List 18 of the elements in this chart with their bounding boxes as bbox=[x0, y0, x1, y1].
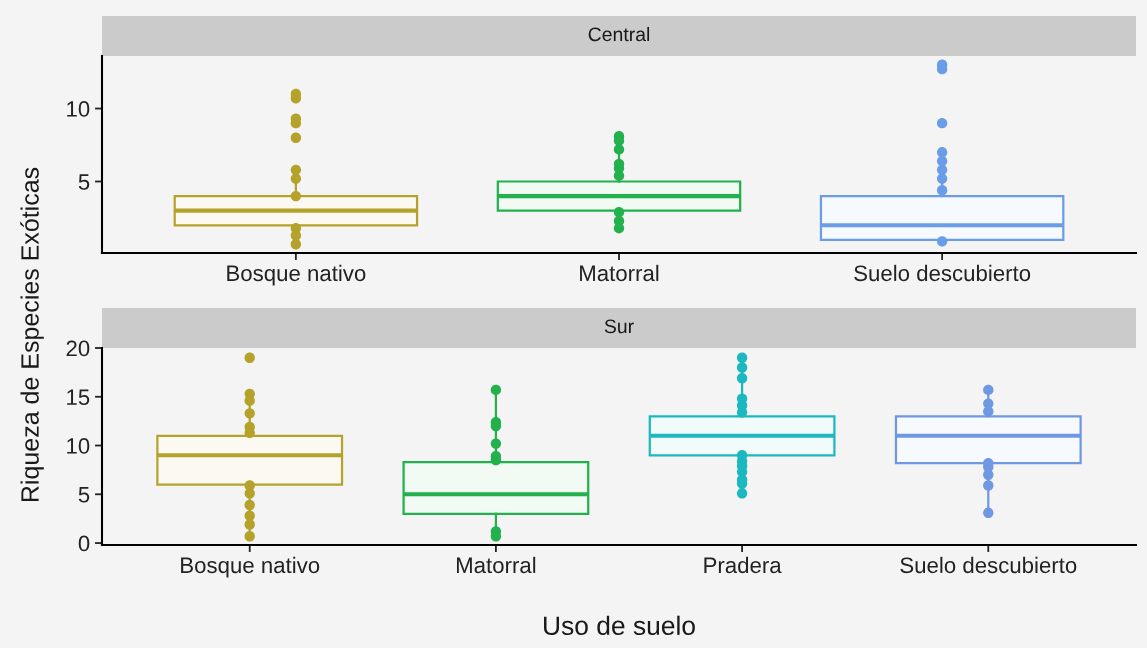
x-axis-title: Uso de suelo bbox=[544, 615, 695, 636]
y-tick-label: 20 bbox=[66, 340, 90, 357]
y-tick-label: 5 bbox=[78, 487, 90, 503]
x-tick-label: Bosque nativo bbox=[227, 264, 366, 286]
x-tick-label: Suelo descubierto bbox=[854, 264, 1031, 282]
y-tick-label: 10 bbox=[67, 438, 90, 454]
y-tick-label: 5 bbox=[78, 174, 90, 190]
x-tick-label: Matorral bbox=[456, 556, 536, 574]
y-tick-label: 10 bbox=[67, 101, 90, 117]
x-tick-label: Matorral bbox=[580, 264, 659, 282]
chart-title: Sur bbox=[604, 319, 634, 334]
y-tick-label: 15 bbox=[67, 389, 90, 406]
x-tick-label: Suelo descubierto bbox=[900, 556, 1077, 574]
y-axis-title: Riqueza de Especies Exóticas bbox=[20, 167, 44, 502]
x-tick-label: Pradera bbox=[704, 556, 782, 574]
x-tick-label: Bosque nativo bbox=[181, 556, 320, 578]
y-tick-label: 0 bbox=[78, 535, 90, 552]
chart-title: Central bbox=[588, 26, 650, 42]
